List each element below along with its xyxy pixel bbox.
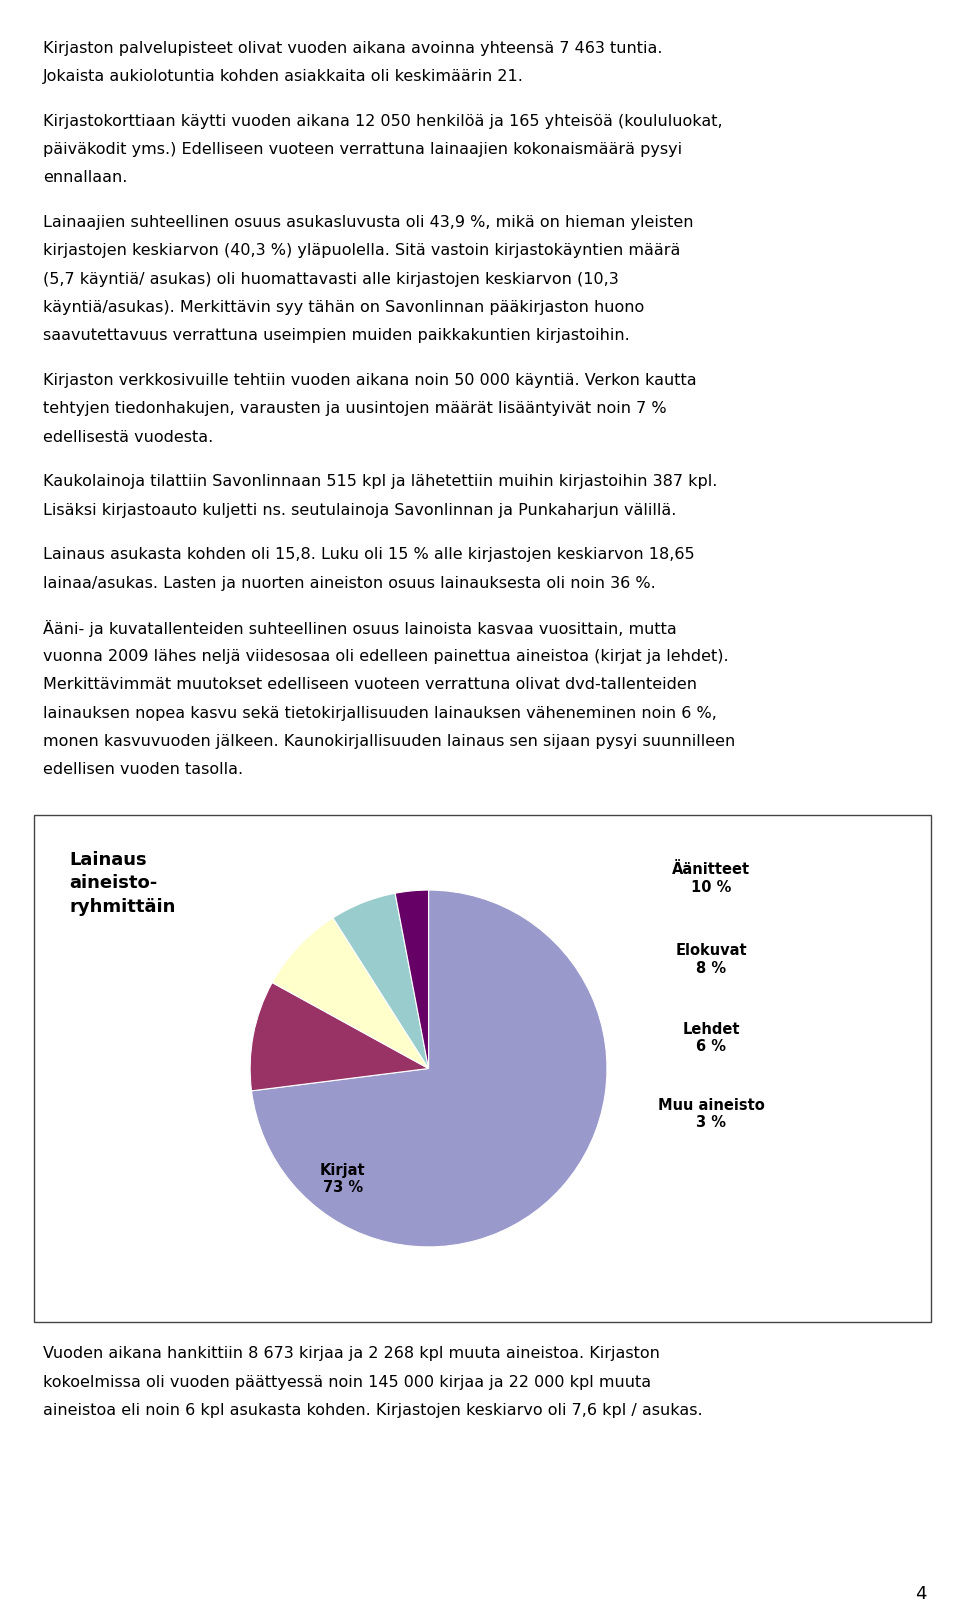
Text: edellisestä vuodesta.: edellisestä vuodesta.	[43, 430, 213, 444]
Text: Kirjastokorttiaan käytti vuoden aikana 12 050 henkilöä ja 165 yhteisöä (koululuo: Kirjastokorttiaan käytti vuoden aikana 1…	[43, 114, 723, 128]
Text: Merkittävimmät muutokset edelliseen vuoteen verrattuna olivat dvd-tallenteiden: Merkittävimmät muutokset edelliseen vuot…	[43, 676, 697, 693]
Text: käyntiä/asukas). Merkittävin syy tähän on Savonlinnan pääkirjaston huono: käyntiä/asukas). Merkittävin syy tähän o…	[43, 300, 644, 315]
Text: Kirjaston palvelupisteet olivat vuoden aikana avoinna yhteensä 7 463 tuntia.: Kirjaston palvelupisteet olivat vuoden a…	[43, 41, 662, 55]
Wedge shape	[333, 894, 428, 1069]
Text: Vuoden aikana hankittiin 8 673 kirjaa ja 2 268 kpl muuta aineistoa. Kirjaston: Vuoden aikana hankittiin 8 673 kirjaa ja…	[43, 1346, 660, 1361]
Wedge shape	[273, 918, 428, 1069]
Text: Muu aineisto
3 %: Muu aineisto 3 %	[658, 1098, 765, 1131]
Wedge shape	[251, 983, 428, 1092]
Text: Elokuvat
8 %: Elokuvat 8 %	[676, 944, 747, 976]
Text: Jokaista aukiolotuntia kohden asiakkaita oli keskimäärin 21.: Jokaista aukiolotuntia kohden asiakkaita…	[43, 68, 524, 84]
Text: Lainaus asukasta kohden oli 15,8. Luku oli 15 % alle kirjastojen keskiarvon 18,6: Lainaus asukasta kohden oli 15,8. Luku o…	[43, 547, 695, 563]
Text: Lainaus
aineisto-
ryhmittäin: Lainaus aineisto- ryhmittäin	[69, 850, 176, 916]
Text: Lisäksi kirjastoauto kuljetti ns. seutulainoja Savonlinnan ja Punkaharjun välill: Lisäksi kirjastoauto kuljetti ns. seutul…	[43, 503, 677, 517]
Text: kokoelmissa oli vuoden päättyessä noin 145 000 kirjaa ja 22 000 kpl muuta: kokoelmissa oli vuoden päättyessä noin 1…	[43, 1375, 651, 1390]
Text: ennallaan.: ennallaan.	[43, 170, 128, 185]
Wedge shape	[252, 890, 607, 1247]
Text: kirjastojen keskiarvon (40,3 %) yläpuolella. Sitä vastoin kirjastokäyntien määrä: kirjastojen keskiarvon (40,3 %) yläpuole…	[43, 243, 681, 258]
Text: Lehdet
6 %: Lehdet 6 %	[683, 1022, 740, 1054]
Text: Lainaajien suhteellinen osuus asukasluvusta oli 43,9 %, mikä on hieman yleisten: Lainaajien suhteellinen osuus asukasluvu…	[43, 214, 694, 230]
Text: aineistoa eli noin 6 kpl asukasta kohden. Kirjastojen keskiarvo oli 7,6 kpl / as: aineistoa eli noin 6 kpl asukasta kohden…	[43, 1403, 703, 1418]
Text: saavutettavuus verrattuna useimpien muiden paikkakuntien kirjastoihin.: saavutettavuus verrattuna useimpien muid…	[43, 328, 630, 344]
Text: tehtyjen tiedonhakujen, varausten ja uusintojen määrät lisääntyivät noin 7 %: tehtyjen tiedonhakujen, varausten ja uus…	[43, 401, 667, 417]
Text: Kirjat
73 %: Kirjat 73 %	[320, 1163, 366, 1195]
Text: Äänitteet
10 %: Äänitteet 10 %	[672, 863, 751, 895]
Text: vuonna 2009 lähes neljä viidesosaa oli edelleen painettua aineistoa (kirjat ja l: vuonna 2009 lähes neljä viidesosaa oli e…	[43, 649, 729, 663]
Text: lainaa/asukas. Lasten ja nuorten aineiston osuus lainauksesta oli noin 36 %.: lainaa/asukas. Lasten ja nuorten aineist…	[43, 576, 656, 590]
Text: 4: 4	[915, 1585, 926, 1603]
Text: Kaukolainoja tilattiin Savonlinnaan 515 kpl ja lähetettiin muihin kirjastoihin 3: Kaukolainoja tilattiin Savonlinnaan 515 …	[43, 474, 717, 490]
Wedge shape	[396, 890, 428, 1069]
Text: lainauksen nopea kasvu sekä tietokirjallisuuden lainauksen väheneminen noin 6 %,: lainauksen nopea kasvu sekä tietokirjall…	[43, 706, 717, 720]
Text: Kirjaston verkkosivuille tehtiin vuoden aikana noin 50 000 käyntiä. Verkon kautt: Kirjaston verkkosivuille tehtiin vuoden …	[43, 373, 697, 388]
Text: edellisen vuoden tasolla.: edellisen vuoden tasolla.	[43, 762, 243, 777]
Text: (5,7 käyntiä/ asukas) oli huomattavasti alle kirjastojen keskiarvon (10,3: (5,7 käyntiä/ asukas) oli huomattavasti …	[43, 271, 619, 287]
Text: päiväkodit yms.) Edelliseen vuoteen verrattuna lainaajien kokonaismäärä pysyi: päiväkodit yms.) Edelliseen vuoteen verr…	[43, 141, 683, 157]
Text: monen kasvuvuoden jälkeen. Kaunokirjallisuuden lainaus sen sijaan pysyi suunnill: monen kasvuvuoden jälkeen. Kaunokirjalli…	[43, 733, 735, 749]
Text: Ääni- ja kuvatallenteiden suhteellinen osuus lainoista kasvaa vuosittain, mutta: Ääni- ja kuvatallenteiden suhteellinen o…	[43, 620, 677, 637]
